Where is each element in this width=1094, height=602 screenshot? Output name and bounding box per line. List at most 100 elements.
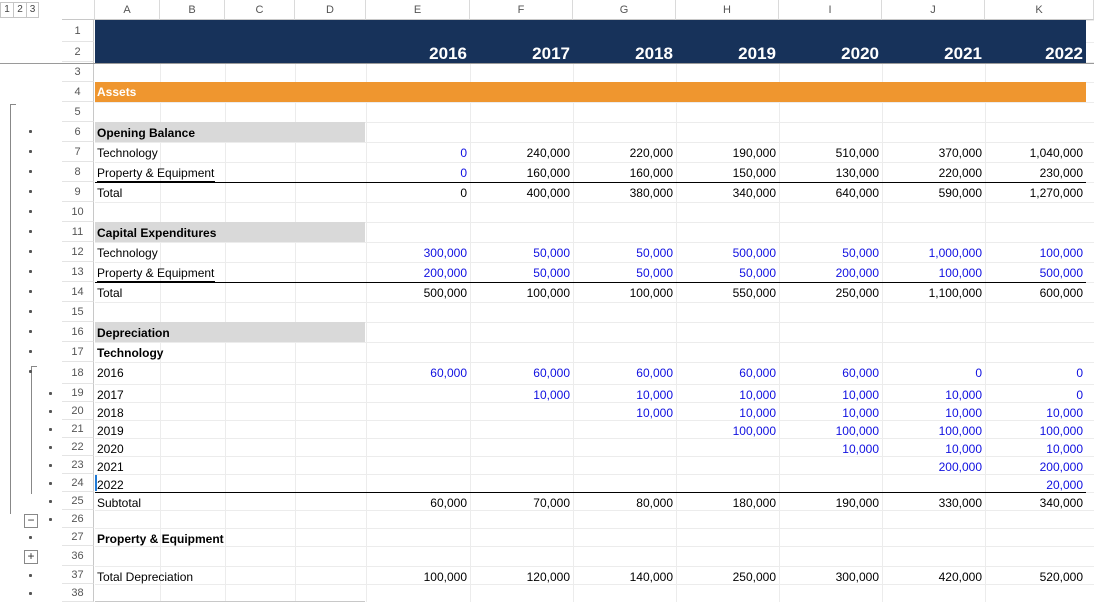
value-cell[interactable]: 60,000 [533, 366, 570, 380]
value-cell[interactable]: 50,000 [533, 246, 570, 260]
value-cell[interactable] [470, 422, 573, 440]
row-header[interactable]: 14 [62, 282, 94, 302]
value-cell[interactable]: 10,000 [945, 388, 982, 402]
value-cell[interactable]: 1,100,000 [928, 286, 982, 300]
value-cell[interactable]: 100,000 [732, 424, 776, 438]
row-header[interactable]: 27 [62, 528, 94, 546]
value-cell[interactable]: 190,000 [732, 146, 776, 160]
value-cell[interactable] [573, 458, 676, 476]
row-header[interactable]: 21 [62, 420, 94, 438]
value-cell[interactable]: 0 [975, 366, 982, 380]
row-header[interactable]: 15 [62, 302, 94, 322]
row-label[interactable]: 2019 [97, 424, 124, 438]
row-label[interactable]: 2021 [97, 460, 124, 474]
column-header-d[interactable]: D [295, 0, 366, 20]
value-cell[interactable]: 200,000 [835, 266, 879, 280]
row-header[interactable]: 9 [62, 182, 94, 202]
row-header[interactable]: 7 [62, 142, 94, 162]
row-header[interactable]: 26 [62, 510, 94, 528]
value-cell[interactable]: 220,000 [629, 146, 673, 160]
value-cell[interactable]: 120,000 [526, 570, 570, 584]
value-cell[interactable]: 100,000 [526, 286, 570, 300]
row-label-total[interactable]: Total [97, 186, 123, 200]
value-cell[interactable]: 50,000 [842, 246, 879, 260]
value-cell[interactable]: 380,000 [629, 186, 673, 200]
value-cell[interactable]: 160,000 [526, 166, 570, 180]
value-cell[interactable]: 10,000 [1046, 442, 1083, 456]
value-cell[interactable] [470, 458, 573, 476]
row-header[interactable]: 20 [62, 402, 94, 420]
value-cell[interactable]: 0 [1076, 388, 1083, 402]
value-cell[interactable]: 100,000 [938, 266, 982, 280]
row-label[interactable]: Property & Equipment [97, 266, 215, 282]
column-header-c[interactable]: C [225, 0, 295, 20]
value-cell[interactable]: 10,000 [842, 388, 879, 402]
column-header-e[interactable]: E [366, 0, 470, 20]
value-cell[interactable] [676, 458, 779, 476]
section-title-opening-balance[interactable]: Opening Balance [97, 126, 196, 140]
value-cell[interactable]: 50,000 [739, 266, 776, 280]
subsection-title-technology[interactable]: Technology [97, 346, 164, 360]
value-cell[interactable]: 10,000 [842, 442, 879, 456]
value-cell[interactable]: 520,000 [1039, 570, 1083, 584]
row-header[interactable]: 36 [62, 546, 94, 566]
value-cell[interactable]: 370,000 [938, 146, 982, 160]
value-cell[interactable]: 640,000 [835, 186, 879, 200]
column-header-b[interactable]: B [160, 0, 225, 20]
value-cell[interactable]: 140,000 [629, 570, 673, 584]
value-cell[interactable]: 10,000 [739, 388, 776, 402]
value-cell[interactable] [676, 440, 779, 458]
value-cell[interactable] [573, 422, 676, 440]
value-cell[interactable]: 50,000 [636, 266, 673, 280]
value-cell[interactable]: 60,000 [739, 366, 776, 380]
value-cell[interactable] [470, 440, 573, 458]
row-header[interactable]: 18 [62, 362, 94, 384]
row-header[interactable]: 1 [62, 20, 94, 42]
row-label[interactable]: Technology [97, 146, 158, 160]
section-title-capex[interactable]: Capital Expenditures [97, 226, 217, 240]
value-cell[interactable] [366, 422, 470, 440]
column-header-h[interactable]: H [676, 0, 779, 20]
outline-level-1-button[interactable]: 1 [0, 2, 13, 18]
row-label-subtotal[interactable]: Subtotal [97, 496, 142, 510]
value-cell[interactable]: 500,000 [1039, 266, 1083, 280]
value-cell[interactable]: 150,000 [732, 166, 776, 180]
section-title-depreciation[interactable]: Depreciation [97, 326, 170, 340]
value-cell[interactable]: 180,000 [732, 496, 776, 510]
row-label-total-depreciation[interactable]: Total Depreciation [97, 570, 194, 584]
value-cell[interactable]: 550,000 [732, 286, 776, 300]
value-cell[interactable]: 70,000 [533, 496, 570, 510]
year-header-2020[interactable]: 2020 [841, 44, 879, 63]
value-cell[interactable]: 60,000 [430, 366, 467, 380]
row-header[interactable]: 13 [62, 262, 94, 282]
value-cell[interactable]: 0 [460, 166, 467, 180]
value-cell[interactable]: 1,000,000 [928, 246, 982, 260]
value-cell[interactable]: 500,000 [732, 246, 776, 260]
year-header-2016[interactable]: 2016 [429, 44, 467, 63]
row-header[interactable]: 25 [62, 492, 94, 510]
value-cell[interactable]: 100,000 [938, 424, 982, 438]
value-cell[interactable]: 330,000 [938, 496, 982, 510]
value-cell[interactable]: 420,000 [938, 570, 982, 584]
value-cell[interactable] [366, 458, 470, 476]
value-cell[interactable]: 340,000 [732, 186, 776, 200]
value-cell[interactable]: 60,000 [842, 366, 879, 380]
value-cell[interactable]: 60,000 [430, 496, 467, 510]
value-cell[interactable]: 250,000 [835, 286, 879, 300]
value-cell[interactable]: 510,000 [835, 146, 879, 160]
row-header[interactable]: 19 [62, 384, 94, 402]
value-cell[interactable]: 200,000 [423, 266, 467, 280]
row-header[interactable]: 6 [62, 122, 94, 142]
value-cell[interactable]: 20,000 [1046, 478, 1083, 492]
value-cell[interactable]: 130,000 [835, 166, 879, 180]
value-cell[interactable]: 100,000 [1039, 424, 1083, 438]
outline-collapse-button[interactable]: − [24, 514, 38, 528]
row-label[interactable]: 2020 [97, 442, 124, 456]
row-header[interactable]: 11 [62, 222, 94, 242]
row-header[interactable]: 37 [62, 566, 94, 584]
column-header-i[interactable]: I [779, 0, 882, 20]
value-cell[interactable]: 400,000 [526, 186, 570, 200]
value-cell[interactable]: 10,000 [636, 406, 673, 420]
value-cell[interactable]: 200,000 [1039, 460, 1083, 474]
value-cell[interactable] [366, 386, 470, 404]
